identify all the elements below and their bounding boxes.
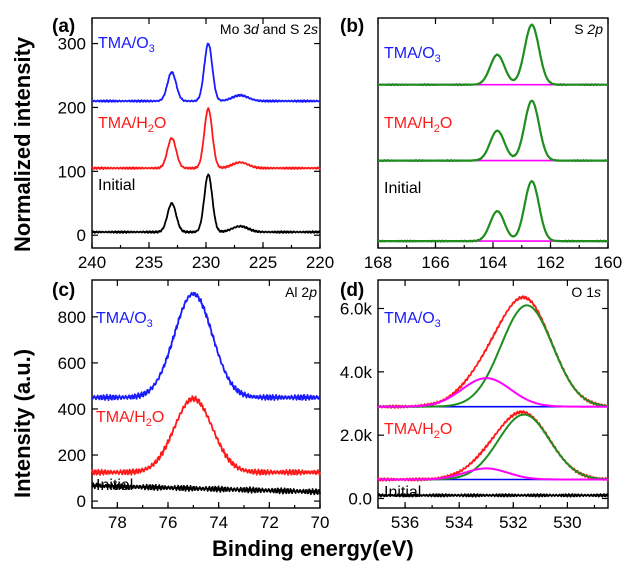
- series-label: TMA/O3: [98, 35, 155, 55]
- x-axis-title: Binding energy(eV): [212, 536, 414, 561]
- x-tick-label: 534: [445, 513, 473, 532]
- panel-tag: (d): [340, 280, 364, 301]
- series-label: TMA/H2O: [98, 115, 166, 135]
- series-label: TMA/H2O: [384, 421, 452, 441]
- x-tick-label: 235: [135, 253, 163, 272]
- y-tick-label: 400: [58, 400, 86, 419]
- series-line: [91, 107, 321, 170]
- series-label: TMA/O3: [96, 310, 153, 330]
- panel-tag: (b): [340, 16, 364, 37]
- x-tick-label: 230: [192, 253, 220, 272]
- x-tick-label: 166: [421, 253, 449, 272]
- x-tick-label: 536: [391, 513, 419, 532]
- y-axis-title-top: Normalized intensity: [10, 36, 35, 252]
- x-tick-label: 160: [594, 253, 622, 272]
- y-tick-label: 300: [58, 35, 86, 54]
- plot-frame: [91, 279, 321, 509]
- series-line: [91, 42, 321, 103]
- series-label: TMA/H2O: [384, 115, 452, 135]
- x-tick-label: 168: [364, 253, 392, 272]
- series-label: Initial: [96, 477, 133, 494]
- fit-component: [377, 377, 609, 408]
- series-label: TMA/O3: [384, 45, 441, 65]
- y-tick-label: 4.0k: [340, 363, 373, 382]
- y-tick-label: 0.0: [348, 490, 372, 509]
- y-tick-label: 600: [58, 354, 86, 373]
- x-tick-label: 220: [306, 253, 334, 272]
- panel-tag: (a): [52, 16, 75, 37]
- x-tick-label: 162: [536, 253, 564, 272]
- series-line: [91, 173, 321, 234]
- y-tick-label: 200: [58, 446, 86, 465]
- x-tick-label: 164: [479, 253, 507, 272]
- x-tick-label: 76: [159, 513, 178, 532]
- y-tick-label: 6.0k: [340, 300, 373, 319]
- series-line: [91, 482, 321, 496]
- series-label: TMA/O3: [384, 310, 441, 330]
- x-tick-label: 240: [78, 253, 106, 272]
- x-tick-label: 74: [209, 513, 228, 532]
- panel-corner-label: S 2p: [574, 21, 603, 37]
- series-line: [377, 493, 609, 498]
- x-tick-label: 70: [311, 513, 330, 532]
- x-tick-label: 530: [553, 513, 581, 532]
- series-label: Initial: [98, 177, 135, 194]
- series-line: [91, 291, 321, 402]
- x-tick-label: 225: [249, 253, 277, 272]
- y-axis-title-bottom: Intensity (a.u.): [10, 349, 35, 498]
- panel-c: 78 76 74 72 70 0 200 400 600 800 (c) Al 2p TMA/O3 TMA…: [52, 279, 330, 532]
- panel-corner-label: Al 2p: [285, 284, 317, 300]
- series-label: TMA/H2O: [96, 409, 164, 429]
- y-tick-label: 0: [77, 226, 86, 245]
- x-tick-label: 532: [499, 513, 527, 532]
- panel-b: 168 166 164 162 160 (b) S 2p TMA/O3 TMA/H2O Initi…: [340, 16, 622, 272]
- fit-component: [377, 467, 609, 481]
- plot-frame: [377, 279, 609, 509]
- y-tick-label: 200: [58, 98, 86, 117]
- y-tick-label: 800: [58, 308, 86, 327]
- y-tick-label: 2.0k: [340, 426, 373, 445]
- series-label: Initial: [384, 180, 421, 197]
- series-label: Initial: [384, 484, 421, 501]
- x-tick-label: 72: [260, 513, 279, 532]
- y-tick-label: 0: [77, 492, 86, 511]
- panel-d: 536 534 532 530 0.0 2.0k 4.0k 6.0k(d) O 1s TMA/O3…: [340, 279, 609, 532]
- panel-corner-label: Mo 3d and S 2s: [220, 21, 318, 37]
- x-tick-label: 78: [108, 513, 127, 532]
- y-tick-label: 100: [58, 162, 86, 181]
- fit-envelope: [377, 99, 609, 162]
- panel-corner-label: O 1s: [571, 284, 601, 300]
- fit-envelope: [377, 180, 609, 243]
- fit-envelope: [377, 23, 609, 86]
- panel-a: 240 235 230 225 220 0 100 200 300(a) Mo 3d and S …: [52, 16, 334, 272]
- panel-tag: (c): [52, 280, 75, 301]
- series-line: [91, 395, 321, 476]
